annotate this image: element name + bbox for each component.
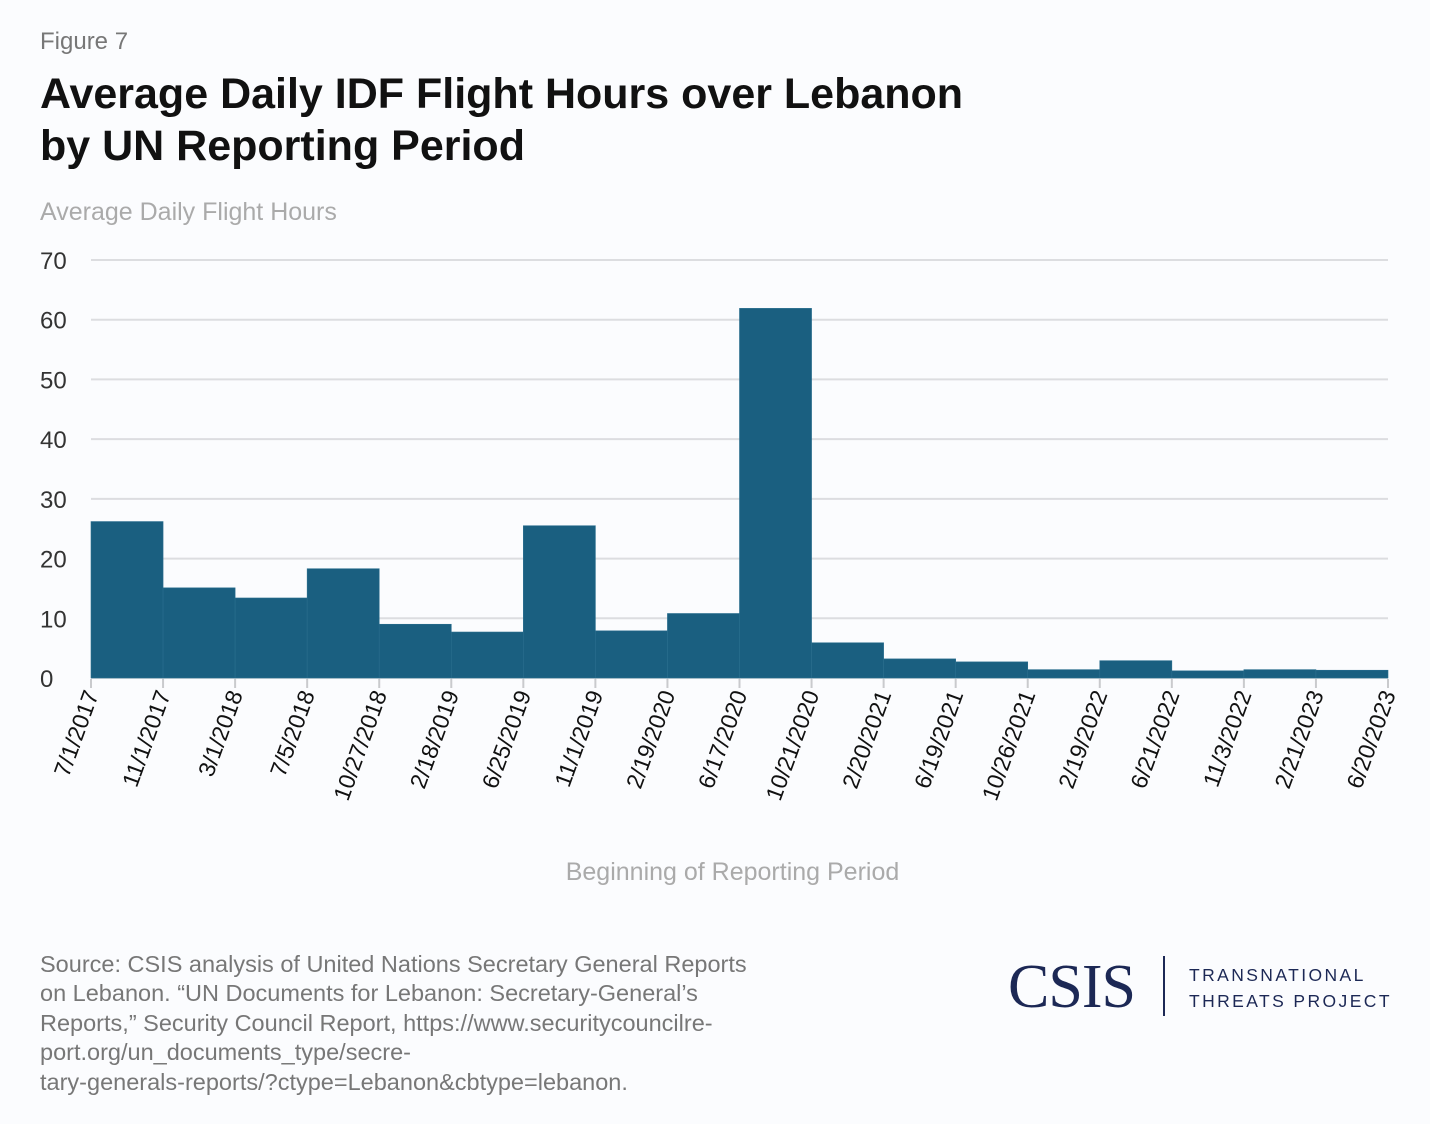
- y-tick-labels: 0 10 20 30 40 50 60 70: [40, 248, 67, 693]
- x-tick-label: 7/1/2017: [49, 687, 104, 780]
- x-tick-label: 10/26/2021: [977, 687, 1041, 804]
- bar: [955, 661, 1029, 679]
- x-tick-label: 6/20/2023: [1341, 687, 1400, 792]
- x-tick-label: 2/20/2021: [837, 687, 896, 792]
- bar: [90, 521, 164, 679]
- logo-wordmark: CSIS: [1008, 953, 1136, 1021]
- x-tick-label: 6/25/2019: [477, 687, 536, 792]
- bar: [1027, 669, 1101, 679]
- bar: [811, 642, 884, 679]
- chart-title: Average Daily IDF Flight Hours over Leba…: [40, 68, 1140, 172]
- y-tick-label: 0: [40, 666, 53, 693]
- y-tick-label: 60: [40, 308, 67, 335]
- x-tick-label: 2/19/2020: [621, 687, 680, 792]
- bar: [450, 631, 524, 679]
- y-tick-label: 70: [40, 248, 67, 275]
- x-tick-label: 6/19/2021: [909, 687, 968, 792]
- bars: [90, 308, 1389, 679]
- bar: [1243, 669, 1317, 679]
- x-tick-label: 11/3/2022: [1198, 687, 1257, 790]
- bar: [595, 630, 668, 679]
- figure-label: Figure 7: [40, 28, 129, 55]
- bar: [883, 658, 956, 679]
- bar-chart: 0 10 20 30 40 50 60 70 7/1/2017 11/1/2017 3/1/201…: [40, 248, 1401, 804]
- x-tick-label: 2/21/2023: [1269, 687, 1328, 792]
- y-axis-label: Average Daily Flight Hours: [40, 198, 337, 226]
- x-tick-label: 11/1/2019: [549, 687, 608, 790]
- x-tick-label: 10/27/2018: [328, 687, 392, 804]
- x-tick-label: 6/21/2022: [1125, 687, 1184, 792]
- bar: [234, 597, 308, 679]
- x-tick-label: 2/18/2019: [405, 687, 464, 792]
- source-line: port.org/un_documents_type/secre-: [40, 1039, 411, 1066]
- bar: [306, 568, 380, 679]
- y-tick-label: 10: [40, 606, 67, 633]
- y-tick-label: 50: [40, 367, 67, 394]
- x-axis-label: Beginning of Reporting Period: [565, 858, 900, 886]
- logo-project-name: TRANSNATIONAL THREATS PROJECT: [1189, 962, 1392, 1014]
- source-line: Source: CSIS analysis of United Nations …: [40, 951, 747, 977]
- chart-title-line-2: by UN Reporting Period: [40, 122, 525, 170]
- x-tick-label: 2/19/2022: [1053, 687, 1112, 792]
- source-line: on Lebanon. “UN Documents for Lebanon: S…: [40, 980, 698, 1007]
- y-tick-label: 30: [40, 487, 67, 514]
- logo-project-line-2: THREATS PROJECT: [1189, 991, 1392, 1011]
- y-tick-label: 20: [40, 547, 67, 574]
- bar: [1171, 670, 1245, 679]
- source-note: Source: CSIS analysis of United Nations …: [40, 950, 840, 1097]
- logo-divider: [1163, 956, 1165, 1016]
- x-tick-label: 7/5/2018: [265, 687, 320, 780]
- x-ticks: 7/1/2017 11/1/2017 3/1/2018 7/5/2018 10/27/2…: [49, 679, 1401, 804]
- x-tick-label: 3/1/2018: [193, 687, 248, 780]
- y-tick-label: 40: [40, 427, 67, 454]
- bar: [1315, 669, 1389, 679]
- bar: [523, 525, 596, 679]
- x-tick-label: 6/17/2020: [693, 687, 752, 792]
- x-tick-label: 10/21/2020: [760, 687, 824, 804]
- bar: [667, 613, 740, 679]
- bar: [162, 587, 236, 679]
- x-tick-label: 11/1/2017: [117, 687, 176, 790]
- bar: [1099, 660, 1173, 679]
- source-line: tary-generals-reports/?ctype=Lebanon&cbt…: [40, 1068, 628, 1095]
- bar: [378, 623, 452, 679]
- logo-project-line-1: TRANSNATIONAL: [1189, 965, 1366, 985]
- source-line: Reports,” Security Council Report, https…: [40, 1009, 713, 1036]
- bar: [739, 308, 812, 679]
- chart-title-line-1: Average Daily IDF Flight Hours over Leba…: [40, 70, 964, 118]
